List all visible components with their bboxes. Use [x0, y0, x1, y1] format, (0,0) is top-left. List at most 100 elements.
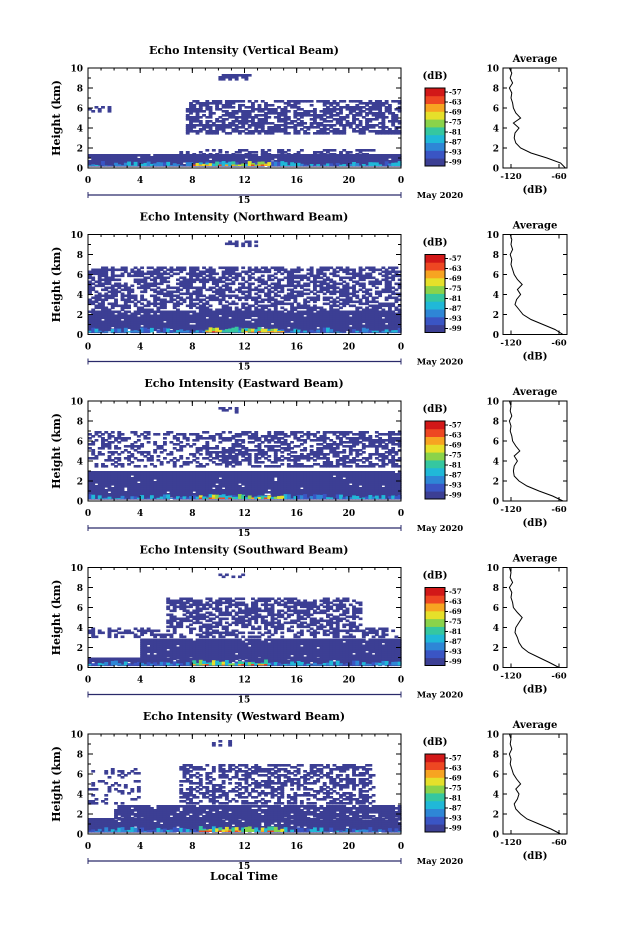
echo-cell	[332, 108, 337, 111]
echo-cell	[211, 314, 216, 318]
echo-cell	[270, 320, 275, 324]
echo-cell	[146, 324, 151, 328]
echo-cell	[384, 132, 389, 135]
echo-cell	[319, 118, 324, 121]
echo-cell	[365, 318, 369, 322]
echo-cell	[88, 491, 92, 494]
echo-cell	[198, 270, 203, 274]
echo-cell	[283, 126, 288, 129]
echo-cell	[316, 270, 321, 274]
echo-cell	[120, 328, 125, 332]
echo-cell	[339, 100, 343, 103]
echo-cell	[182, 154, 187, 157]
echo-cell	[110, 475, 115, 478]
echo-cell	[101, 485, 105, 488]
echo-cell	[117, 164, 122, 166]
average-line	[509, 234, 564, 335]
echo-cell	[198, 481, 203, 484]
echo-cell	[378, 268, 383, 272]
echo-cell	[159, 154, 164, 157]
echo-cell	[169, 489, 174, 492]
echo-cell	[192, 116, 197, 119]
echo-cell	[146, 320, 151, 324]
echo-cell	[378, 318, 383, 322]
echo-cell	[179, 479, 184, 482]
echo-cell	[322, 100, 327, 103]
echo-cell	[322, 162, 327, 165]
echo-cell	[378, 100, 383, 103]
echo-cell	[378, 116, 383, 119]
echo-cell	[319, 288, 324, 292]
echo-cell	[218, 266, 223, 270]
echo-cell	[277, 322, 281, 326]
echo-cell	[303, 298, 308, 302]
echo-cell	[286, 274, 291, 278]
echo-cell	[361, 282, 366, 286]
echo-cell	[316, 122, 321, 125]
echo-cell	[130, 471, 135, 474]
echo-cell	[146, 156, 151, 159]
echo-cell	[384, 304, 389, 308]
echo-cell	[247, 475, 252, 478]
echo-cell	[299, 158, 304, 161]
echo-cell	[254, 324, 259, 328]
echo-cell	[114, 158, 118, 161]
echo-cell	[192, 124, 197, 127]
echo-cell	[114, 477, 118, 480]
echo-cell	[166, 473, 171, 476]
echo-cell	[286, 153, 291, 156]
echo-cell	[156, 491, 161, 494]
echo-cell	[208, 108, 213, 111]
echo-cell	[166, 310, 171, 314]
echo-cell	[143, 495, 148, 498]
echo-cell	[156, 306, 161, 310]
echo-cell	[264, 280, 268, 284]
echo-cell	[221, 118, 226, 121]
echo-cell	[358, 288, 363, 292]
echo-cell	[127, 471, 131, 474]
echo-cell	[149, 294, 154, 298]
echo-cell	[195, 124, 200, 127]
echo-cell	[381, 158, 386, 161]
echo-cell	[342, 318, 347, 322]
echo-cell	[303, 326, 308, 330]
echo-cell	[117, 320, 122, 324]
echo-cell	[283, 154, 288, 157]
echo-cell	[221, 274, 226, 278]
echo-cell	[365, 314, 369, 318]
echo-cell	[296, 153, 301, 156]
echo-cell	[361, 156, 366, 159]
echo-cell	[280, 278, 285, 282]
echo-cell	[202, 477, 206, 480]
echo-cell	[211, 162, 216, 165]
echo-cell	[94, 479, 99, 482]
echo-cell	[120, 308, 125, 312]
echo-cell	[345, 116, 350, 119]
echo-cell	[293, 163, 298, 166]
echo-cell	[397, 318, 402, 322]
echo-cell	[286, 165, 291, 166]
echo-cell	[264, 270, 268, 274]
echo-cell	[339, 328, 343, 332]
echo-cell	[189, 110, 193, 113]
echo-cell	[244, 272, 249, 276]
echo-cell	[244, 479, 249, 482]
echo-cell	[101, 489, 105, 492]
heatmap-cells	[88, 74, 402, 167]
echo-cell	[244, 324, 249, 328]
echo-cell	[149, 284, 154, 288]
echo-cell	[221, 475, 226, 478]
colorbar-tick-label: -75	[449, 284, 462, 293]
echo-cell	[123, 471, 128, 474]
echo-cell	[114, 302, 118, 306]
echo-cell	[166, 493, 171, 496]
echo-cell	[231, 116, 236, 119]
echo-cell	[273, 475, 278, 478]
echo-cell	[218, 156, 223, 159]
average-y-tick-label: 10	[486, 65, 499, 75]
echo-cell	[286, 104, 291, 107]
echo-cell	[215, 290, 220, 294]
echo-cell	[123, 160, 128, 163]
echo-cell	[342, 294, 347, 298]
echo-cell	[130, 312, 135, 316]
